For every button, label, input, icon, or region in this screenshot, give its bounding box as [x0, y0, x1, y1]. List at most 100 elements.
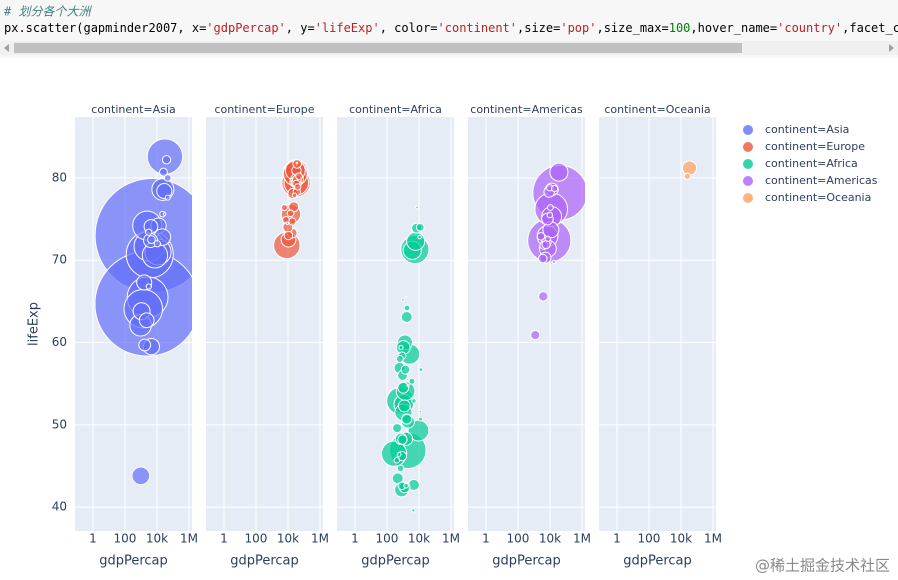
x-tick-label: 1 [89, 532, 97, 546]
bubble [418, 409, 422, 414]
bubble [159, 167, 168, 177]
bubble [418, 367, 424, 373]
points [380, 205, 430, 513]
bubble [164, 194, 171, 201]
x-tick-label: 1 [220, 532, 228, 546]
x-tick-label: 1M [442, 532, 460, 546]
bubble [681, 160, 698, 176]
bubble [153, 240, 161, 248]
bubble [538, 291, 549, 302]
y-tick-label: 80 [52, 170, 67, 184]
bubble [396, 464, 405, 473]
facet-title: continent=Oceania [604, 103, 710, 116]
bubble [408, 377, 416, 385]
code-comment: # 划分各个大洲 [3, 5, 92, 19]
watermark: @稀土掘金技术社区 [755, 557, 890, 575]
bubble [145, 283, 152, 290]
x-tick-label: 1M [180, 532, 198, 546]
bubble [405, 296, 408, 299]
bubble [161, 155, 172, 165]
bubble [415, 205, 420, 210]
legend-marker [743, 176, 753, 186]
x-tick-label: 100 [114, 532, 137, 546]
bubble [398, 344, 404, 351]
plot-background [599, 117, 716, 531]
points [527, 162, 585, 341]
code-token: 'country' [777, 21, 842, 35]
bubble [393, 456, 401, 464]
bubble [400, 310, 413, 324]
bubble [401, 297, 405, 302]
x-tick-label: 100 [507, 532, 530, 546]
x-axis-label: gdpPercap [230, 554, 299, 569]
x-axis-label: gdpPercap [492, 554, 561, 569]
facet: 1 100 10k 1M continent=Americas gdpPercap [468, 103, 591, 569]
legend-label: continent=Americas [765, 174, 878, 187]
x-tick-label: 1M [311, 532, 329, 546]
points [273, 159, 311, 260]
bubble [295, 172, 303, 181]
bubble [536, 232, 546, 241]
bubble [283, 230, 294, 241]
bubble [411, 508, 416, 513]
code-token: , y= [286, 21, 315, 35]
x-tick-label: 10k [146, 532, 168, 546]
bubble [391, 472, 404, 485]
facet: 1 100 10k 1M continent=Oceania gdpPercap [599, 103, 722, 569]
bubble [294, 183, 302, 191]
legend-marker [743, 159, 753, 169]
bubble [147, 235, 156, 244]
x-tick-label: 10k [277, 532, 299, 546]
bubble [537, 253, 548, 264]
scroll-right[interactable] [889, 44, 894, 52]
bubble [131, 466, 151, 486]
bubble [549, 162, 569, 182]
scrollbar-thumb[interactable] [14, 43, 742, 53]
x-tick-label: 10k [408, 532, 430, 546]
x-tick-label: 1 [351, 532, 359, 546]
code-token: ,hover_name= [690, 21, 777, 35]
bubble [280, 204, 288, 212]
bubble [550, 185, 559, 193]
y-axis-label: lifeExp [27, 302, 42, 346]
legend-label: continent=Oceania [765, 191, 871, 204]
facet-title: continent=Americas [470, 103, 583, 116]
legend-label: continent=Europe [765, 140, 865, 153]
legend-label: continent=Africa [765, 157, 858, 170]
bubble [291, 192, 298, 198]
bubble [406, 383, 410, 387]
facet-title: continent=Europe [214, 103, 314, 116]
bubble [415, 222, 425, 232]
code-token: 'pop' [560, 21, 596, 35]
scroll-left[interactable] [4, 44, 9, 52]
facet-title: continent=Africa [349, 103, 442, 116]
bubble [403, 304, 411, 312]
x-tick-label: 1 [482, 532, 490, 546]
bubble [406, 231, 426, 251]
bubble [546, 204, 554, 211]
bubble [417, 234, 422, 240]
x-tick-label: 100 [638, 532, 661, 546]
bubble [162, 212, 167, 216]
x-axis-label: gdpPercap [361, 554, 430, 569]
bubble [403, 483, 409, 489]
bubble [551, 259, 557, 264]
x-tick-label: 10k [539, 532, 561, 546]
legend-marker [743, 142, 753, 152]
bubble [286, 209, 295, 218]
y-tick-label: 60 [52, 335, 67, 349]
bubble [683, 172, 692, 180]
bubble [397, 399, 411, 413]
bubble [145, 228, 153, 236]
code-token: 'lifeExp' [315, 21, 380, 35]
facet: 1 100 10k 1M continent=Africa gdpPercap [337, 103, 460, 569]
bubble [397, 434, 408, 445]
bubble [138, 312, 155, 329]
bubble [401, 413, 413, 425]
code-line: px.scatter(gapminder2007, x='gdpPercap',… [4, 21, 898, 35]
points [681, 160, 698, 180]
y-tick-label: 50 [52, 417, 67, 431]
bubble [163, 174, 172, 182]
x-axis-label: gdpPercap [623, 554, 692, 569]
